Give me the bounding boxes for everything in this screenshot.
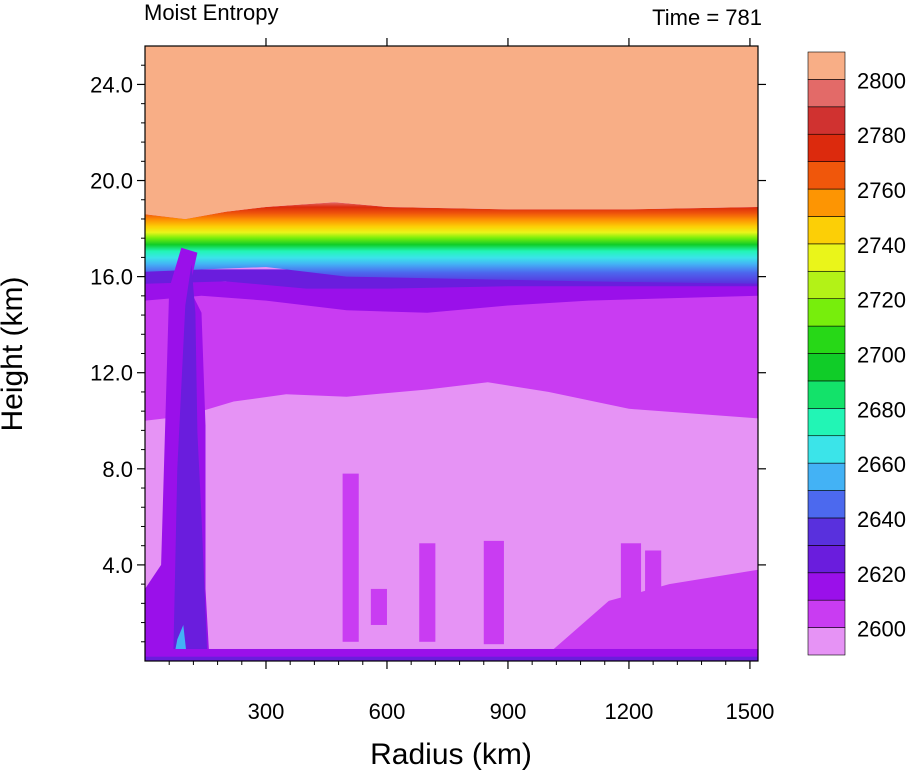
entropy-field xyxy=(145,46,758,661)
colorbar-label: 2700 xyxy=(857,343,906,368)
colorbar-swatch xyxy=(807,106,846,135)
level-2610-region xyxy=(145,293,758,421)
convective-finger-2 xyxy=(419,543,436,642)
colorbar-swatch xyxy=(807,572,846,601)
convective-finger-1 xyxy=(370,588,387,625)
colorbar-label: 2660 xyxy=(857,452,906,477)
colorbar-swatch xyxy=(807,298,846,327)
colorbar-swatch xyxy=(807,408,846,437)
colorbar: 2600 2620 2640 2660 2680 2700 2720 2740 2760 2780… xyxy=(807,51,906,656)
colorbar-label: 2600 xyxy=(857,617,906,642)
y-axis-label: Height (km) xyxy=(0,276,29,431)
colorbar-swatch xyxy=(807,545,846,574)
colorbar-label: 2800 xyxy=(857,68,906,93)
y-axis: 4.0 8.0 12.0 16.0 20.0 24.0 xyxy=(90,64,766,643)
chart-title-right: Time = 781 xyxy=(652,5,762,30)
colorbar-label: 2620 xyxy=(857,562,906,587)
colorbar-swatch xyxy=(807,270,846,299)
surface-layer-2630 xyxy=(145,656,758,661)
convective-finger-3 xyxy=(483,540,504,645)
level-2800-region xyxy=(145,46,758,219)
colorbar-swatch xyxy=(807,243,846,272)
colorbar-swatch xyxy=(807,216,846,245)
x-tick-label: 600 xyxy=(369,699,406,724)
colorbar-label: 2640 xyxy=(857,507,906,532)
boundary-layer-plume xyxy=(548,569,758,654)
y-tick-label: 20.0 xyxy=(90,169,133,194)
colorbar-swatch xyxy=(807,435,846,464)
colorbar-swatch xyxy=(807,133,846,162)
colorbar-swatch xyxy=(807,599,846,628)
y-tick-label: 8.0 xyxy=(102,457,133,482)
x-tick-label: 1200 xyxy=(604,699,653,724)
chart-title-left: Moist Entropy xyxy=(144,0,279,25)
x-axis-label: Radius (km) xyxy=(370,738,532,771)
colorbar-swatch xyxy=(807,380,846,409)
colorbar-label: 2720 xyxy=(857,288,906,313)
y-tick-label: 16.0 xyxy=(90,265,133,290)
colorbar-swatch xyxy=(807,188,846,217)
eyewall-core xyxy=(173,264,208,661)
colorbar-swatch xyxy=(807,627,846,656)
y-tick-label: 4.0 xyxy=(102,553,133,578)
colorbar-swatch xyxy=(807,462,846,491)
colorbar-swatch xyxy=(807,517,846,546)
y-tick-label: 12.0 xyxy=(90,361,133,386)
level-2620-region xyxy=(145,281,758,313)
colorbar-label: 2740 xyxy=(857,233,906,258)
colorbar-swatch xyxy=(807,161,846,190)
colorbar-swatch xyxy=(807,490,846,519)
colorbar-swatch xyxy=(807,353,846,382)
colorbar-swatch xyxy=(807,79,846,108)
x-axis: 300 600 900 1200 1500 xyxy=(168,38,774,724)
convective-finger-0 xyxy=(342,473,359,642)
y-tick-label: 24.0 xyxy=(90,72,133,97)
colorbar-label: 2680 xyxy=(857,397,906,422)
x-tick-label: 1500 xyxy=(725,699,774,724)
x-tick-label: 900 xyxy=(490,699,527,724)
colorbar-label: 2780 xyxy=(857,123,906,148)
colorbar-label: 2760 xyxy=(857,178,906,203)
x-tick-label: 300 xyxy=(248,699,285,724)
tropopause-gradient xyxy=(145,202,758,284)
colorbar-swatch xyxy=(807,325,846,354)
colorbar-swatch xyxy=(807,51,846,80)
